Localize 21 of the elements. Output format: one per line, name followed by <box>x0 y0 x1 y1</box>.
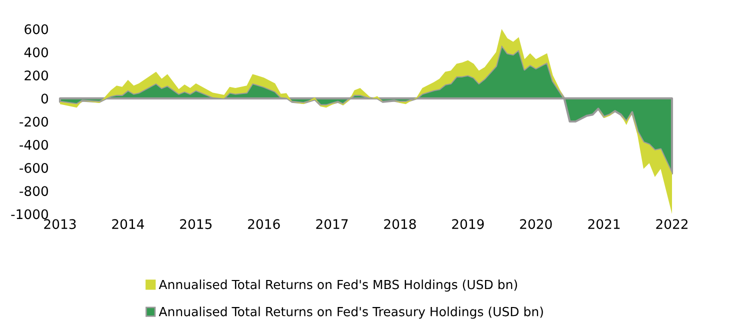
y-tick-label: 400 <box>24 47 48 58</box>
y-tick-label: -600 <box>20 162 48 173</box>
x-tick-label: 2019 <box>452 219 484 230</box>
x-tick-label: 2015 <box>180 219 212 230</box>
x-tick-label: 2021 <box>588 219 620 230</box>
y-tick-label: -200 <box>20 116 48 127</box>
y-tick-label: 0 <box>41 94 48 104</box>
x-tick-label: 2014 <box>112 219 144 230</box>
y-tick-label: -400 <box>20 140 48 150</box>
legend-label: Annualised Total Returns on Fed's Treasury Holdings (USD bn) <box>158 306 543 319</box>
y-tick-label: 600 <box>24 24 48 34</box>
x-tick-label: 2013 <box>44 219 76 230</box>
x-tick-label: 2018 <box>384 219 416 230</box>
y-tick-label: 200 <box>24 70 48 80</box>
legend-label: Annualised Total Returns on Fed's MBS Holdings (USD bn) <box>158 280 518 292</box>
x-tick-label: 2022 <box>656 219 688 230</box>
x-tick-label: 2017 <box>316 219 348 230</box>
x-tick-label: 2020 <box>520 219 552 230</box>
y-tick-label: -1000 <box>11 209 48 220</box>
y-tick-label: -800 <box>20 186 48 196</box>
x-tick-label: 2016 <box>248 219 280 230</box>
